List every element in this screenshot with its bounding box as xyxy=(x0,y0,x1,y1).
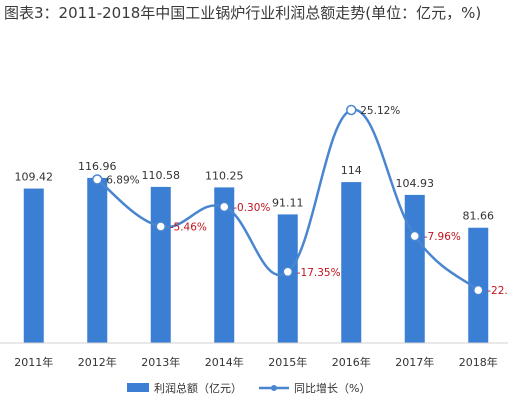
bar-value-label: 116.96 xyxy=(78,160,117,173)
growth-value-label: -7.96% xyxy=(424,231,461,243)
bar-value-label: 110.58 xyxy=(142,169,181,182)
legend-bar-swatch xyxy=(127,383,149,392)
growth-point-8 xyxy=(473,284,484,296)
legend-bar-label: 利润总额（亿元） xyxy=(154,381,242,395)
x-tick-label: 2015年 xyxy=(268,355,307,369)
bar-value-label: 109.42 xyxy=(15,171,54,184)
growth-value-label: -5.46% xyxy=(170,222,207,234)
legend: 利润总额（亿元） 同比增长（%） xyxy=(127,381,370,395)
growth-point-6 xyxy=(346,104,357,116)
x-tick-label: 2016年 xyxy=(332,355,371,369)
x-tick-labels: 2011年 2012年 2013年 2014年 2015年 2016年 2017年 2018年 xyxy=(14,355,498,369)
line-layer xyxy=(92,104,484,296)
bar-7 xyxy=(404,194,425,343)
growth-point-5 xyxy=(282,266,293,278)
legend-line-label: 同比增长（%） xyxy=(294,381,370,395)
growth-point-2 xyxy=(92,174,103,185)
bar-value-label: 81.66 xyxy=(463,210,495,223)
bar-4 xyxy=(214,187,235,343)
x-tick-label: 2018年 xyxy=(459,355,498,369)
bar-2 xyxy=(87,177,108,343)
bar-6 xyxy=(341,182,362,343)
x-tick-label: 2013年 xyxy=(141,355,180,369)
growth-value-label: -0.30% xyxy=(233,202,270,214)
bar-value-label: 104.93 xyxy=(396,177,435,190)
chart-title: 图表3：2011-2018年中国工业锅炉行业利润总额走势(单位：亿元，%) xyxy=(4,4,482,22)
growth-value-label: -22.17% xyxy=(487,285,508,297)
bar-5 xyxy=(277,214,298,343)
growth-point-7 xyxy=(409,230,420,242)
growth-point-3 xyxy=(155,221,166,232)
x-tick-label: 2014年 xyxy=(205,355,244,369)
bar-3 xyxy=(150,186,171,343)
x-tick-label: 2011年 xyxy=(14,355,53,369)
bar-value-label: 114 xyxy=(341,164,362,177)
growth-value-label: -17.35% xyxy=(297,267,341,279)
x-tick-label: 2012年 xyxy=(78,355,117,369)
bar-1 xyxy=(23,188,44,343)
x-tick-label: 2017年 xyxy=(395,355,434,369)
growth-value-label: 25.12% xyxy=(360,105,400,117)
growth-point-4 xyxy=(219,201,230,213)
bar-value-label: 110.25 xyxy=(205,169,244,182)
labels-layer: 109.42 116.96 110.58 110.25 91.11 114 104.93 81… xyxy=(15,105,508,297)
bar-value-label: 91.11 xyxy=(272,196,304,209)
legend-line-marker xyxy=(271,385,277,391)
growth-value-label: 6.89% xyxy=(106,174,139,186)
